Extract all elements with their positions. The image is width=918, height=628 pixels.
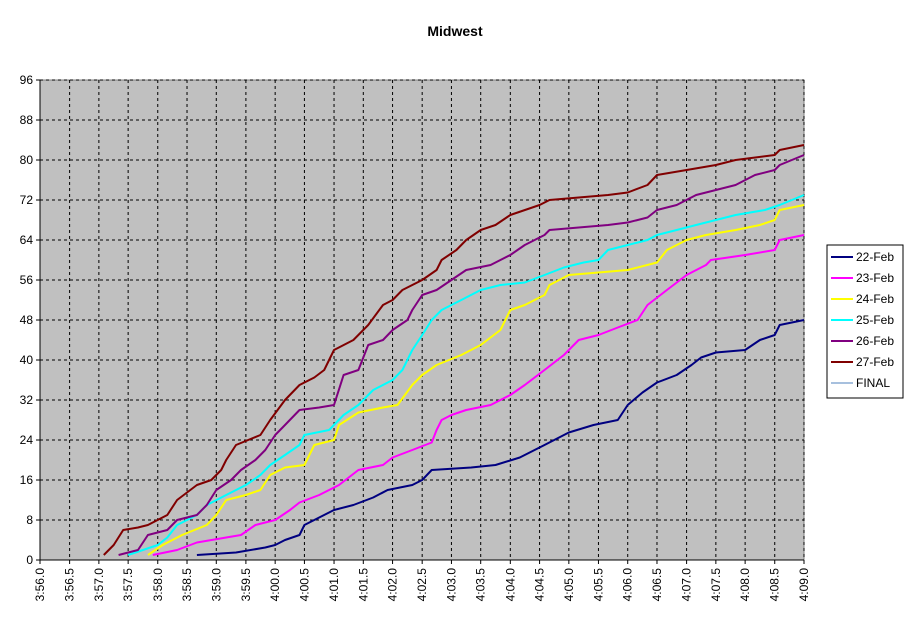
plot-area: 0 8 16 24 32 40 48 56 64 72 80 88 96 3:56.0 3:56.5 3:57…: [20, 73, 811, 601]
legend-entry-label: 22-Feb: [856, 250, 894, 264]
x-tick-label: 3:57.0: [92, 568, 106, 602]
y-tick-label: 88: [20, 113, 34, 127]
x-tick-label: 3:56.0: [33, 568, 47, 602]
x-tick-label: 4:00.0: [268, 568, 282, 602]
x-tick-label: 4:07.0: [680, 568, 694, 602]
x-tick-label: 4:04.5: [533, 568, 547, 602]
legend-box: [826, 244, 904, 399]
x-tick-label: 4:05.0: [562, 568, 576, 602]
y-tick-label: 96: [20, 73, 34, 87]
y-tick-label: 64: [20, 233, 34, 247]
y-tick-label: 32: [20, 393, 34, 407]
x-tick-label: 4:02.0: [386, 568, 400, 602]
legend-entry-label: 26-Feb: [856, 334, 894, 348]
legend-entry-label: FINAL: [856, 376, 890, 390]
legend-entry-label: 24-Feb: [856, 292, 894, 306]
legend-entry-label: 27-Feb: [856, 355, 894, 369]
x-tick-label: 4:04.0: [503, 568, 517, 602]
x-tick-label: 4:01.0: [327, 568, 341, 602]
x-tick-label: 3:56.5: [63, 568, 77, 602]
series-line-26-feb: [118, 154, 805, 556]
y-tick-label: 48: [20, 313, 34, 327]
legend-entry-label: 23-Feb: [856, 271, 894, 285]
x-tick-label: 4:08.0: [738, 568, 752, 602]
x-tick-label: 4:03.5: [474, 568, 488, 602]
x-tick-label: 4:02.5: [415, 568, 429, 602]
y-tick-label: 0: [26, 553, 33, 567]
x-tick-label: 4:01.5: [356, 568, 370, 602]
y-tick-label: 40: [20, 353, 34, 367]
series-line-24-feb: [147, 204, 805, 556]
series-line-27-feb: [103, 144, 805, 556]
y-tick-label: 80: [20, 153, 34, 167]
x-tick-label: 4:00.5: [297, 568, 311, 602]
x-tick-label: 3:58.0: [151, 568, 165, 602]
x-tick-label: 4:08.5: [768, 568, 782, 602]
chart-title: Midwest: [427, 23, 483, 39]
y-tick-label: 72: [20, 193, 34, 207]
legend-entry-label: 25-Feb: [856, 313, 894, 327]
x-tick-label: 3:59.5: [239, 568, 253, 602]
x-tick-label: 4:05.5: [591, 568, 605, 602]
legend: 22-Feb 23-Feb 24-Feb 25-Feb 26-Feb 27-Feb FINA…: [826, 244, 904, 399]
y-tick-label: 16: [20, 473, 34, 487]
series-line-22-feb: [196, 319, 805, 556]
x-tick-label: 3:58.5: [180, 568, 194, 602]
x-tick-label: 4:06.0: [621, 568, 635, 602]
x-tick-label: 4:09.0: [797, 568, 811, 602]
x-tick-label: 3:59.0: [209, 568, 223, 602]
x-tick-label: 4:06.5: [650, 568, 664, 602]
x-tick-label: 4:03.0: [444, 568, 458, 602]
series-line-25-feb: [127, 194, 805, 556]
series-line-23-feb: [152, 234, 805, 556]
y-tick-label: 8: [26, 513, 33, 527]
y-tick-label: 24: [20, 433, 34, 447]
y-tick-label: 56: [20, 273, 34, 287]
x-tick-label: 3:57.5: [121, 568, 135, 602]
x-tick-label: 4:07.5: [709, 568, 723, 602]
